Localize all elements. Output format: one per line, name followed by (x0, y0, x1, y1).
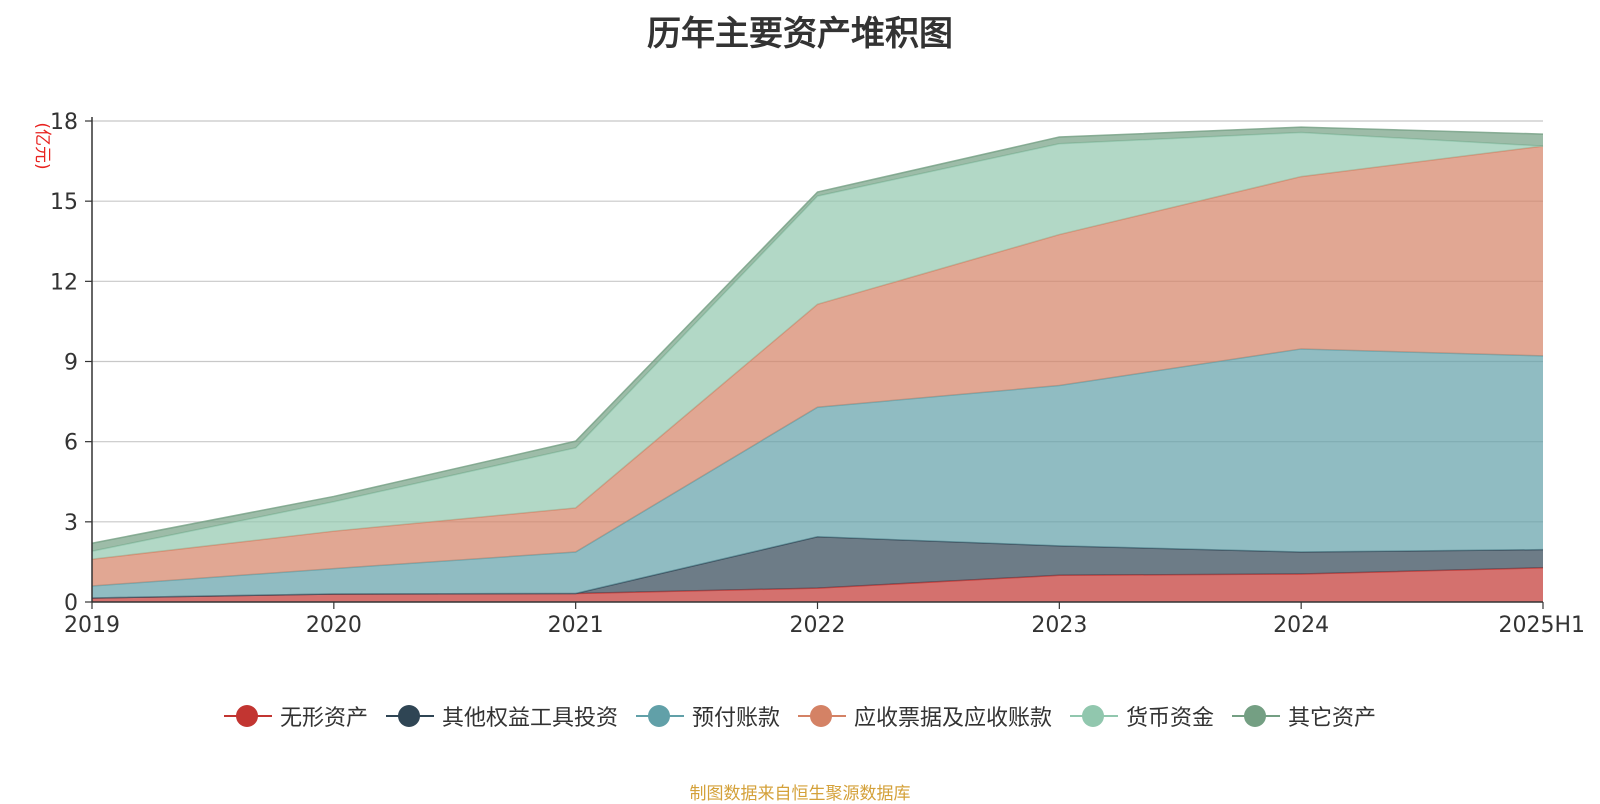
y-tick-label: 18 (50, 110, 78, 135)
x-tick-label: 2025H1 (1498, 613, 1585, 638)
legend-marker-icon (1070, 704, 1119, 728)
y-tick-label: 0 (64, 591, 78, 616)
legend-item[interactable]: 其它资产 (1232, 700, 1376, 732)
legend-label: 其他权益工具投资 (441, 706, 618, 731)
legend-marker-icon (385, 704, 434, 728)
legend-marker-icon (798, 704, 846, 728)
x-tick-label: 2019 (64, 613, 120, 638)
legend-item[interactable]: 应收票据及应收账款 (798, 700, 1052, 732)
area-line-5 (91, 126, 1544, 544)
area-series-4 (92, 132, 1543, 560)
legend-label: 货币资金 (1126, 706, 1215, 731)
legend-marker-icon (635, 704, 684, 728)
legend-label: 预付账款 (691, 706, 780, 731)
area-series-0 (92, 567, 1543, 602)
unit-label: (亿元) (32, 122, 52, 169)
legend-marker-icon (223, 704, 272, 728)
legend-item[interactable]: 预付账款 (635, 700, 780, 732)
x-tick-label: 2020 (306, 613, 362, 638)
area-series-2 (92, 348, 1543, 598)
y-tick-label: 15 (50, 190, 78, 215)
legend-label: 其它资产 (1288, 706, 1377, 731)
legend-label: 无形资产 (279, 706, 368, 731)
y-tick-label: 6 (64, 431, 78, 456)
x-tick-label: 2021 (548, 613, 604, 638)
legend-item[interactable]: 无形资产 (223, 700, 368, 732)
legend-item[interactable]: 货币资金 (1070, 700, 1214, 732)
y-tick-label: 9 (64, 351, 78, 376)
y-tick-label: 12 (50, 270, 78, 295)
x-tick-label: 2024 (1273, 613, 1329, 638)
x-tick-label: 2022 (790, 613, 846, 638)
chart-title: 历年主要资产堆积图 (647, 14, 953, 54)
area-series-1 (92, 536, 1543, 598)
x-tick-label: 2023 (1031, 613, 1087, 638)
source-note: 制图数据来自恒生聚源数据库 (689, 784, 911, 804)
area-series-3 (92, 146, 1543, 586)
y-tick-label: 3 (64, 511, 78, 536)
legend: 无形资产 其他权益工具投资 预付账款 应收票据及应收账款 货币资金 其它资产 (0, 700, 1600, 732)
legend-label: 应收票据及应收账款 (854, 706, 1053, 731)
legend-marker-icon (1232, 704, 1281, 728)
legend-item[interactable]: 其他权益工具投资 (385, 700, 618, 732)
